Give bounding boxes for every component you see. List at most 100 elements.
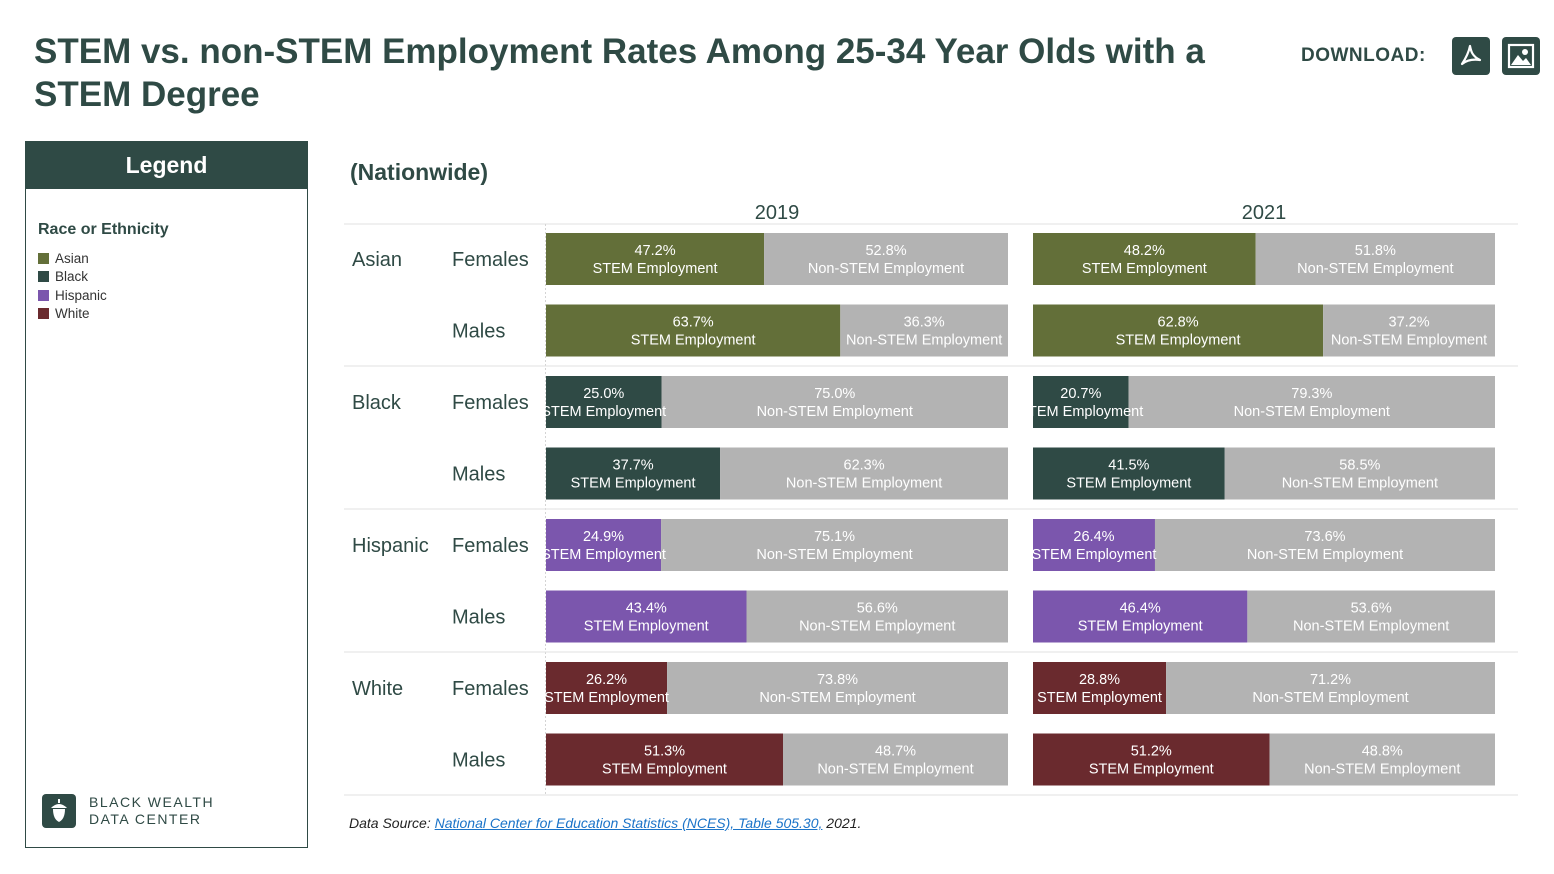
data-label-non-stem-text: Non-STEM Employment — [1234, 404, 1390, 420]
panel-header-2021: 2021 — [1242, 202, 1287, 224]
data-label-non-stem-value: 75.0% — [814, 386, 855, 402]
legend-item: Black — [38, 268, 107, 287]
data-label-stem-value: 28.8% — [1079, 672, 1120, 688]
bar-stem — [1033, 304, 1324, 357]
pdf-icon — [1460, 44, 1481, 66]
bar-stem — [1033, 447, 1225, 500]
data-label-stem-text: STEM Employment — [1116, 333, 1241, 349]
row-label: Females — [452, 249, 529, 271]
source-link[interactable]: National Center for Education Statistics… — [434, 815, 823, 831]
legend-item: Hispanic — [38, 286, 107, 305]
bar-non-stem — [1255, 233, 1495, 285]
data-label-non-stem-value: 48.7% — [875, 744, 916, 760]
data-label-stem-value: 51.2% — [1131, 744, 1172, 760]
data-label-stem-text: STEM Employment — [1037, 690, 1162, 706]
data-label-non-stem-text: Non-STEM Employment — [1304, 762, 1460, 778]
data-label-non-stem-text: Non-STEM Employment — [759, 690, 915, 706]
data-label-stem-text: STEM Employment — [1032, 547, 1157, 563]
data-label-non-stem-text: Non-STEM Employment — [756, 547, 912, 563]
bar-stem — [546, 233, 765, 285]
data-label-stem-text: STEM Employment — [602, 762, 727, 778]
data-label-non-stem-value: 75.1% — [814, 529, 855, 545]
data-label-non-stem-text: Non-STEM Employment — [757, 404, 913, 420]
bar-non-stem — [720, 447, 1008, 500]
legend-items: Asian Black Hispanic White — [38, 249, 107, 323]
bar-non-stem — [661, 519, 1008, 571]
bar-stem — [1033, 233, 1256, 285]
data-label-non-stem-value: 73.8% — [817, 672, 858, 688]
download-image-button[interactable] — [1501, 37, 1540, 75]
data-label-stem-value: 26.2% — [586, 672, 627, 688]
data-label-stem-value: 25.0% — [583, 386, 624, 402]
brand-line-1: BLACK WEALTH — [89, 794, 215, 810]
brand-logo: BLACK WEALTH DATA CENTER — [42, 794, 214, 828]
data-label-non-stem-value: 53.6% — [1351, 601, 1392, 617]
legend-label: White — [55, 306, 90, 322]
data-label-non-stem-value: 36.3% — [904, 315, 945, 331]
data-label-stem-text: STEM Employment — [541, 547, 666, 563]
download-pdf-button[interactable] — [1451, 37, 1490, 75]
panel-header-2019: 2019 — [755, 202, 800, 224]
data-label-non-stem-value: 52.8% — [865, 243, 906, 259]
bar-stem — [546, 376, 662, 428]
data-label-non-stem-value: 48.8% — [1362, 744, 1403, 760]
row-label: Females — [452, 535, 529, 557]
bar-non-stem — [1323, 304, 1495, 357]
source-prefix: Data Source: — [349, 815, 435, 831]
brand-line-2: DATA CENTER — [89, 811, 202, 827]
bar-stem — [546, 733, 784, 786]
data-label-non-stem-value: 62.3% — [844, 458, 885, 474]
legend-swatch — [38, 308, 49, 320]
group-label-black: Black — [352, 392, 402, 414]
row-label: Males — [452, 464, 505, 486]
bar-non-stem — [661, 376, 1008, 428]
data-label-stem-text: STEM Employment — [1018, 404, 1143, 420]
bar-stem — [1033, 376, 1129, 428]
legend-panel: Legend Race or Ethnicity Asian Black Hispa… — [25, 141, 308, 848]
data-label-stem-value: 47.2% — [634, 243, 675, 259]
download-toolbar: DOWNLOAD: — [1301, 36, 1540, 76]
data-label-stem-text: STEM Employment — [571, 476, 696, 492]
bar-non-stem — [1154, 519, 1495, 571]
image-icon — [1507, 43, 1534, 69]
data-label-non-stem-value: 73.6% — [1304, 529, 1345, 545]
bar-non-stem — [1224, 447, 1495, 500]
data-label-stem-text: STEM Employment — [593, 261, 718, 277]
bar-stem — [546, 447, 721, 500]
data-label-non-stem-value: 71.2% — [1310, 672, 1351, 688]
data-label-stem-value: 43.4% — [626, 601, 667, 617]
bar-non-stem — [1166, 662, 1495, 714]
row-label: Males — [452, 750, 505, 772]
data-label-stem-text: STEM Employment — [1078, 619, 1203, 635]
data-label-non-stem-text: Non-STEM Employment — [1293, 619, 1449, 635]
legend-heading: Legend — [26, 142, 307, 189]
data-label-stem-text: STEM Employment — [584, 619, 709, 635]
row-label: Males — [452, 321, 505, 343]
group-label-white: White — [352, 678, 403, 700]
data-label-non-stem-text: Non-STEM Employment — [799, 619, 955, 635]
download-label: DOWNLOAD: — [1301, 45, 1426, 66]
data-label-stem-value: 51.3% — [644, 744, 685, 760]
legend-swatch — [38, 252, 49, 264]
bar-stem — [1033, 662, 1167, 714]
data-label-stem-value: 41.5% — [1108, 458, 1149, 474]
bar-stem — [1033, 519, 1155, 571]
data-label-stem-value: 62.8% — [1158, 315, 1199, 331]
data-label-stem-text: STEM Employment — [1082, 261, 1207, 277]
bar-non-stem — [667, 662, 1008, 714]
legend-label: Asian — [55, 250, 89, 266]
data-label-stem-text: STEM Employment — [544, 690, 669, 706]
group-label-asian: Asian — [352, 249, 402, 271]
legend-item: White — [38, 305, 107, 324]
row-label: Females — [452, 678, 529, 700]
data-label-stem-text: STEM Employment — [1089, 762, 1214, 778]
bar-non-stem — [1247, 590, 1495, 643]
legend-swatch — [38, 271, 49, 283]
data-source: Data Source: National Center for Educati… — [349, 815, 861, 831]
bar-stem — [546, 590, 747, 643]
data-label-non-stem-text: Non-STEM Employment — [808, 261, 964, 277]
acorn-icon — [42, 794, 76, 828]
data-label-stem-value: 46.4% — [1120, 601, 1161, 617]
row-label: Males — [452, 607, 505, 629]
